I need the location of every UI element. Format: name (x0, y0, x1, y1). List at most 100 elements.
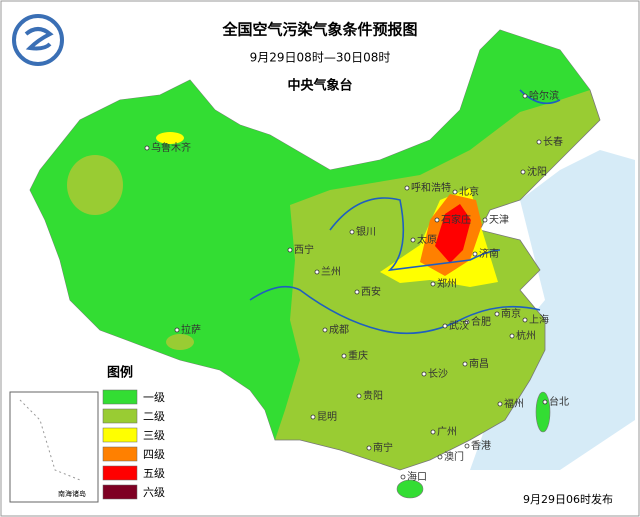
city-label: 合肥 (471, 315, 491, 328)
river (329, 197, 501, 272)
city-dot (522, 93, 528, 99)
legend-label: 六级 (143, 486, 165, 499)
period: 9月29日08时—30日08时 (250, 51, 391, 65)
river (249, 285, 541, 335)
city-label: 南宁 (373, 441, 393, 454)
city-label: 西宁 (294, 243, 314, 256)
legend-swatch (102, 427, 138, 443)
legend-label: 三级 (143, 429, 165, 442)
city-label: 杭州 (516, 329, 536, 342)
city-label: 呼和浩特 (411, 182, 451, 194)
city-dot (354, 289, 360, 295)
region-level-2 (67, 155, 123, 215)
city-label: 长沙 (428, 368, 448, 380)
city-dot (464, 443, 470, 449)
title: 全国空气污染气象条件预报图 (221, 21, 417, 39)
island (396, 479, 424, 499)
legend-label: 五级 (143, 467, 165, 480)
city-dot (341, 353, 347, 359)
legend-swatch (102, 446, 138, 462)
region-level-5 (435, 204, 471, 263)
city-label: 西安 (361, 285, 381, 298)
legend-swatch (102, 484, 138, 500)
city-dot (452, 189, 458, 195)
logo-mark (24, 27, 54, 51)
inset (9, 391, 99, 503)
city-label: 郑州 (437, 277, 457, 290)
city-dot (472, 251, 478, 257)
city-dot (437, 454, 443, 460)
city-dot (520, 169, 526, 175)
city-label: 贵阳 (363, 389, 383, 402)
city-dot (464, 319, 470, 325)
city-label: 乌鲁木齐 (151, 141, 191, 154)
city-dot (509, 333, 515, 339)
city-label: 银川 (356, 225, 376, 238)
legend-label: 二级 (143, 410, 165, 423)
city-dot (421, 371, 427, 377)
city-label: 南京 (501, 307, 521, 320)
legend-swatch (102, 465, 138, 481)
legend-label: 四级 (143, 448, 165, 461)
legend-label: 一级 (143, 391, 165, 404)
city-label: 福州 (504, 397, 524, 410)
city-dot (349, 229, 355, 235)
city-label: 澳门 (444, 450, 464, 463)
legend-swatch (102, 408, 138, 424)
city-dot (410, 237, 416, 243)
city-dot (356, 393, 362, 399)
city-dot (400, 474, 406, 480)
inset-label: 南海诸岛 (58, 489, 86, 498)
region-level-3 (156, 132, 184, 144)
region-level-2 (166, 334, 194, 350)
city-label: 哈尔滨 (529, 89, 559, 102)
city-label: 石家庄 (441, 213, 471, 226)
city-label: 台北 (549, 395, 569, 408)
city-dot (442, 323, 448, 329)
city-dot (366, 445, 372, 451)
city-label: 兰州 (321, 265, 341, 278)
city-dot (430, 429, 436, 435)
river (519, 89, 561, 105)
city-dot (322, 327, 328, 333)
city-label: 南昌 (469, 357, 489, 370)
city-dot (314, 269, 320, 275)
city-dot (174, 327, 180, 333)
city-dot (536, 139, 542, 145)
city-dot (404, 185, 410, 191)
city-label: 济南 (479, 247, 499, 260)
legend-title: 图例 (107, 365, 133, 381)
city-dot (287, 247, 293, 253)
city-label: 成都 (329, 324, 349, 336)
city-label: 海口 (407, 470, 427, 483)
city-dot (542, 399, 548, 405)
city-label: 重庆 (348, 349, 368, 362)
city-dot (494, 311, 500, 317)
agency: 中央气象台 (287, 78, 352, 94)
legend-swatch (102, 389, 138, 405)
city-dot (522, 317, 528, 323)
issued: 9月29日06时发布 (523, 492, 613, 506)
city-dot (310, 414, 316, 420)
city-dot (144, 145, 150, 151)
city-dot (434, 217, 440, 223)
city-label: 沈阳 (527, 165, 547, 178)
city-label: 广州 (437, 426, 457, 438)
city-label: 长春 (543, 136, 563, 148)
city-label: 昆明 (317, 411, 337, 423)
city-label: 太原 (417, 233, 437, 246)
city-label: 天津 (489, 214, 509, 226)
island (535, 391, 551, 433)
city-label: 武汉 (449, 319, 469, 332)
city-dot (430, 281, 436, 287)
city-label: 上海 (529, 313, 549, 326)
city-dot (462, 361, 468, 367)
city-label: 北京 (459, 185, 479, 198)
city-label: 香港 (471, 440, 491, 452)
city-dot (482, 217, 488, 223)
city-dot (497, 401, 503, 407)
